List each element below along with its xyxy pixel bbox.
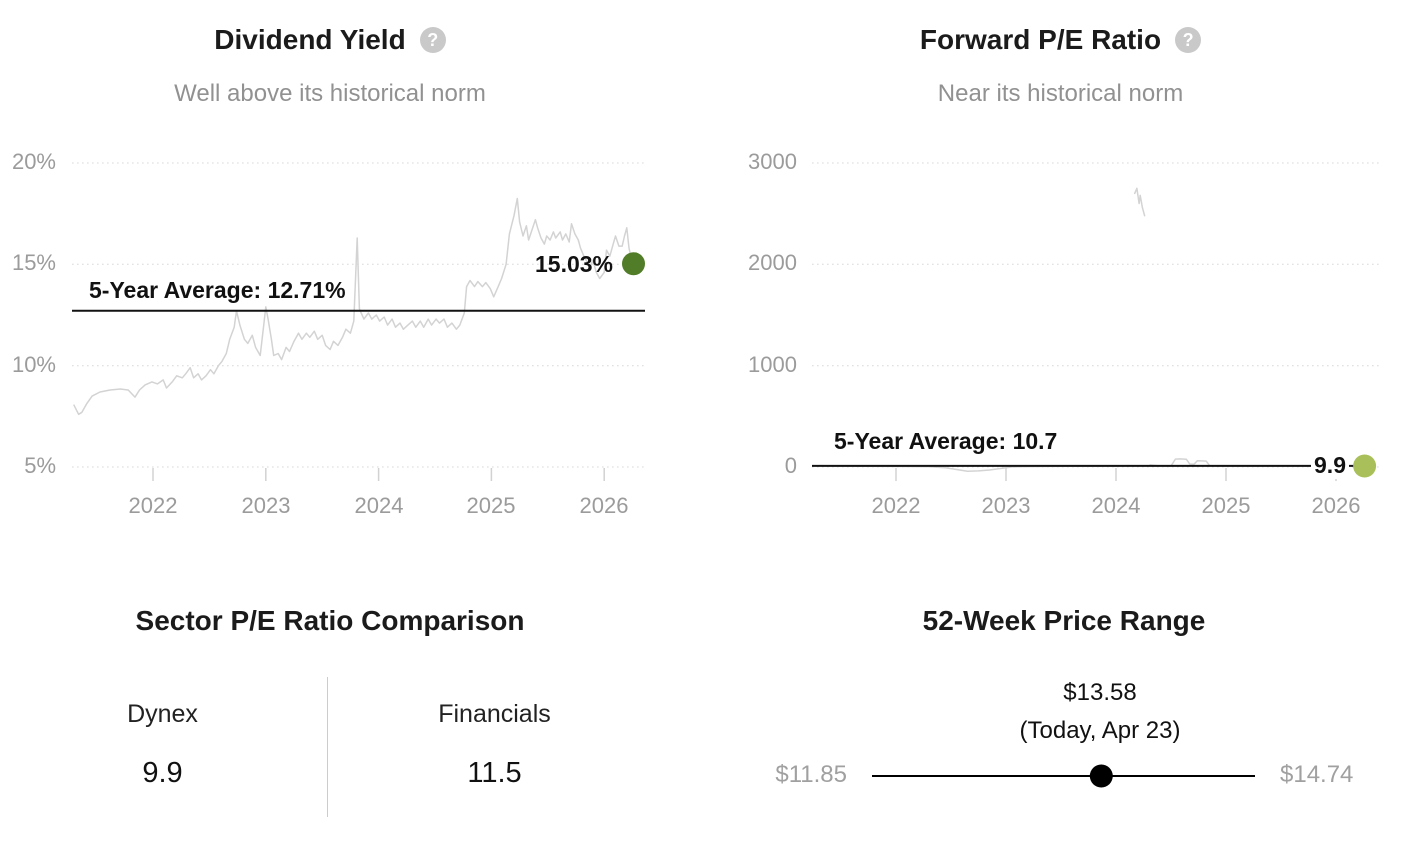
x-tick-label: 2024 [1091,493,1141,518]
price-range-low: $11.85 [775,761,847,788]
price-range-current-price: $13.58 [1063,679,1137,706]
forward-pe-subtitle: Near its historical norm [937,80,1184,107]
forward-pe-header: Forward P/E Ratio ? [707,24,1414,56]
x-tick-label: 2022 [128,493,178,518]
price-range-current-note: (Today, Apr 23) [1019,717,1181,744]
help-icon[interactable]: ? [419,27,446,53]
x-tick-label: 2025 [1201,493,1251,518]
price-range-high: $14.74 [1280,761,1354,788]
x-tick-label: 2024 [354,493,404,518]
y-tick-label: 3000 [748,149,797,174]
forward-pe-current-value: 9.9 [1311,452,1349,479]
x-tick-label: 2025 [466,493,516,518]
sector-comparison-sector-value: 11.5 [467,757,522,789]
x-tick-label: 2022 [871,493,921,518]
sector-comparison-company-label: Dynex [127,700,198,728]
sector-comparison-company-value: 9.9 [142,757,183,789]
dividend-yield-current-value: 15.03% [534,251,613,277]
price-range-title: 52-Week Price Range [922,605,1206,636]
sector-comparison-sector-label: Financials [438,700,551,728]
column-divider [327,677,328,817]
dividend-yield-title: Dividend Yield [214,24,406,55]
forward-pe-average-label: 5-Year Average: 10.7 [834,428,1058,454]
y-tick-label: 2000 [748,250,797,275]
help-icon[interactable]: ? [1175,27,1202,53]
y-tick-label: 1000 [748,352,797,377]
y-tick-label: 15% [11,250,56,275]
x-tick-label: 2023 [241,493,291,518]
dividend-yield-header: Dividend Yield ? [0,24,660,56]
dividend-yield-subtitle: Well above its historical norm [174,80,486,107]
y-tick-label: 5% [24,453,56,478]
y-tick-label: 10% [11,352,56,377]
x-tick-label: 2026 [1311,493,1361,518]
y-tick-label: 0 [784,453,797,478]
y-tick-label: 20% [11,149,56,174]
forward-pe-title: Forward P/E Ratio [919,24,1162,55]
dividend-yield-average-label: 5-Year Average: 12.71% [89,277,346,303]
x-tick-label: 2023 [981,493,1031,518]
sector-comparison-title: Sector P/E Ratio Comparison [135,605,525,636]
x-tick-label: 2026 [579,493,629,518]
